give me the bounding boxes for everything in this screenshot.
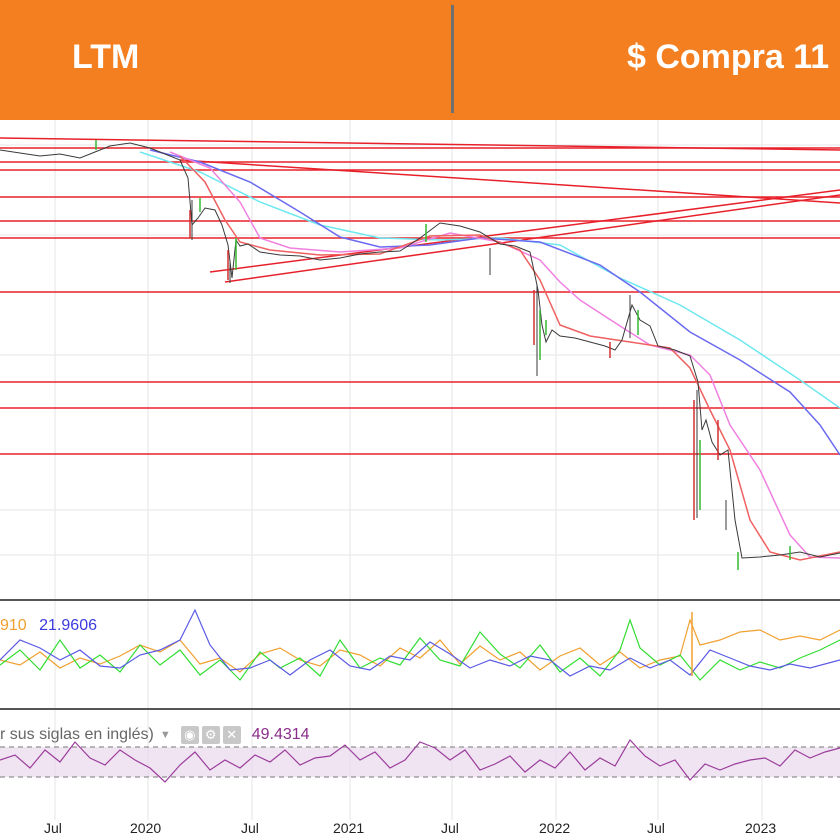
- chevron-down-icon[interactable]: ▼: [159, 729, 171, 741]
- x-axis-label: Jul: [44, 820, 62, 836]
- eye-icon[interactable]: ◉: [180, 726, 199, 744]
- dmi-legend: 910 21.9606: [0, 617, 97, 635]
- trend-lines: [0, 137, 840, 283]
- header-banner: LTM $ Compra 11: [0, 0, 840, 120]
- x-axis-label: 2022: [539, 820, 571, 836]
- ma-pink-line: [169, 151, 840, 559]
- gear-icon[interactable]: ⚙: [201, 726, 220, 744]
- header-divider: [451, 5, 454, 113]
- ma-red-line: [179, 155, 840, 561]
- rsi-legend: r sus siglas en inglés) ▼ ◉ ⚙ ✕ 49.4314: [0, 726, 310, 744]
- price-candles-green: [95, 140, 791, 570]
- rsi-label: r sus siglas en inglés): [0, 726, 154, 743]
- price-wicks: [191, 200, 727, 530]
- price-chart[interactable]: [0, 120, 840, 840]
- support-lines: [0, 147, 840, 455]
- chart-grid: [0, 120, 840, 820]
- x-axis-label: Jul: [441, 820, 459, 836]
- ma-cyan-line: [139, 151, 840, 409]
- x-axis-label: Jul: [241, 820, 259, 836]
- x-axis-label: 2021: [333, 820, 365, 836]
- dmi-green-line: [0, 618, 840, 681]
- x-axis-label: Jul: [647, 820, 665, 836]
- dmi-blue-line: [0, 608, 840, 677]
- dmi-blue-value: 21.9606: [39, 617, 97, 634]
- ma-blue-line: [149, 149, 840, 456]
- price-line: [0, 142, 840, 559]
- x-axis-label: 2020: [130, 820, 162, 836]
- price-candles-red: [189, 210, 719, 520]
- x-axis-label: 2023: [745, 820, 777, 836]
- rsi-band: [0, 747, 840, 777]
- rsi-value: 49.4314: [251, 726, 310, 743]
- rsi-line: [0, 738, 840, 783]
- price-label: $ Compra 11: [627, 38, 830, 76]
- close-icon[interactable]: ✕: [222, 726, 241, 744]
- ticker-symbol: LTM: [72, 38, 140, 76]
- dmi-orange-value: 910: [0, 617, 27, 634]
